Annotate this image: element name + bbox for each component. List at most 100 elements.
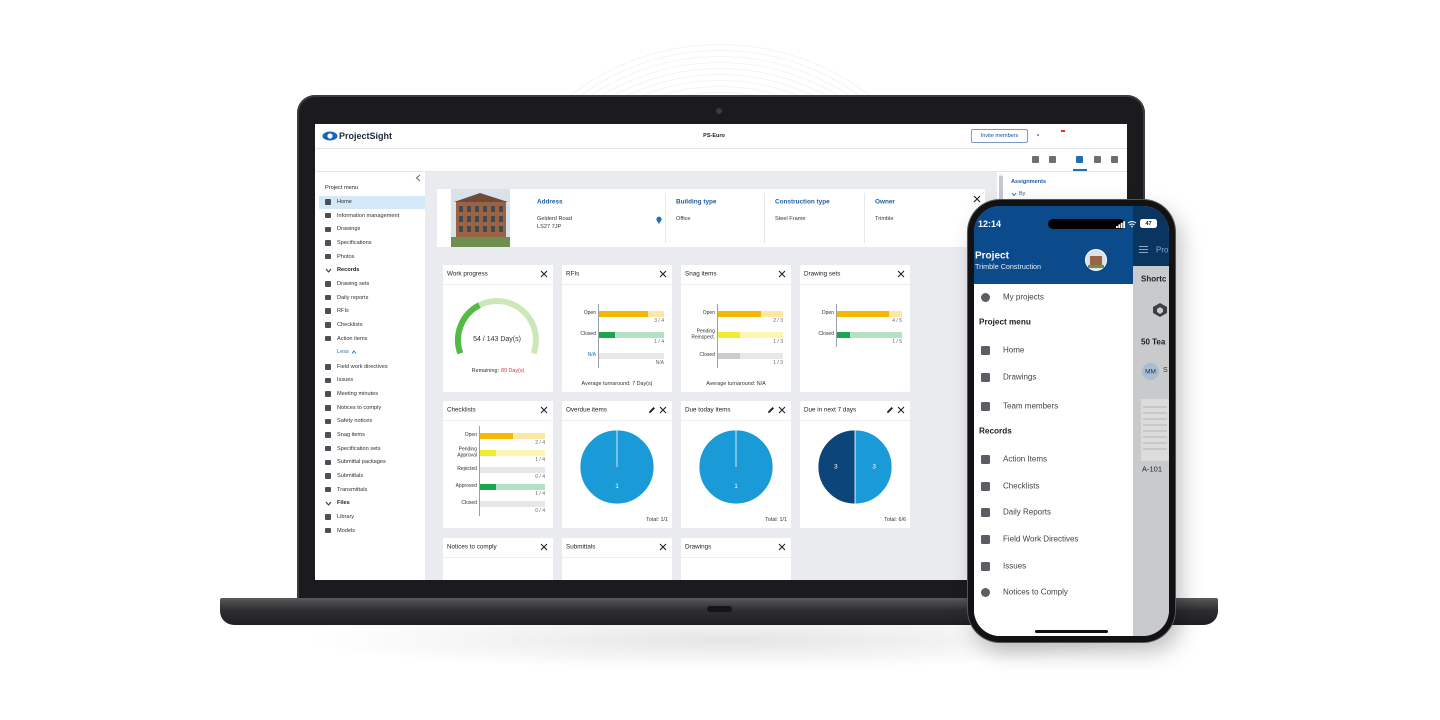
toolbar-button[interactable] — [1031, 155, 1040, 164]
widget: Work progress 54 / 143 Day(s) Remaining: 89… — [443, 265, 553, 392]
widget: Due in next 7 days 3 3 Total: 6/6 — [800, 401, 910, 528]
close-button[interactable] — [540, 270, 548, 278]
pencil-icon — [768, 407, 774, 413]
close-icon — [540, 270, 548, 278]
bar-track — [599, 353, 664, 359]
icon — [981, 587, 990, 597]
edit-button[interactable] — [886, 406, 894, 414]
sidebar-item[interactable]: Snag items — [337, 431, 365, 438]
close-button[interactable] — [897, 406, 905, 414]
menu-item[interactable]: Notices to Comply — [1003, 587, 1068, 597]
icon — [981, 481, 990, 491]
invite-button[interactable]: Invite members — [971, 129, 1028, 143]
battery-level: 47 — [1145, 220, 1152, 227]
close-button[interactable] — [778, 270, 786, 278]
close-button[interactable] — [897, 270, 905, 278]
pie: 1 — [579, 429, 655, 505]
menu-item[interactable]: Action Items — [1003, 454, 1048, 464]
bar — [480, 484, 497, 490]
sidebar-item[interactable]: Models — [337, 527, 356, 534]
toolbar-button[interactable] — [1048, 155, 1057, 164]
close-icon — [778, 406, 786, 414]
menu-button[interactable] — [1139, 246, 1148, 253]
menu-item[interactable]: Field Work Directives — [1003, 534, 1079, 544]
sidebar-item[interactable]: Information management — [337, 212, 400, 219]
window — [483, 216, 487, 222]
close-button[interactable] — [778, 543, 786, 551]
sidebar-item[interactable]: Meeting minutes — [337, 390, 379, 397]
icon — [325, 418, 331, 425]
close-button[interactable] — [540, 406, 548, 414]
edit-button[interactable] — [648, 406, 656, 414]
icon — [325, 459, 331, 466]
menu-item[interactable]: Daily Reports — [1003, 507, 1052, 517]
bar-track — [480, 484, 545, 490]
sidebar-item[interactable]: Field work directives — [337, 363, 388, 370]
sidebar-item[interactable]: Issues — [337, 377, 354, 384]
toolbar-button[interactable] — [1075, 155, 1084, 164]
menu-item[interactable]: Checklists — [1003, 481, 1040, 491]
close-button[interactable] — [659, 270, 667, 278]
project-card: Address Gelderd Road LS27 7JP Building type… — [437, 189, 985, 247]
widget: Due today items 1 Total: 1/1 — [681, 401, 791, 528]
sidebar-item[interactable]: Checklists — [337, 321, 363, 328]
building — [456, 201, 506, 239]
remaining-label: Remaining: — [471, 368, 499, 374]
pin-icon — [656, 216, 662, 224]
menu-item[interactable]: Drawings — [1003, 372, 1037, 382]
pie-slice — [579, 429, 655, 505]
sidebar-item[interactable]: Daily reports — [337, 294, 369, 301]
sidebar-item[interactable]: Home — [337, 198, 352, 205]
window — [491, 206, 495, 212]
sidebar-item[interactable]: Submittal packages — [337, 459, 386, 466]
close-icon — [540, 406, 548, 414]
sidebar-item[interactable]: Specifications — [337, 239, 372, 246]
widget-header-divider — [443, 420, 553, 421]
close-button[interactable] — [973, 195, 981, 203]
icon — [325, 281, 331, 287]
drawer-title: Project — [975, 250, 1009, 262]
icon — [325, 335, 331, 342]
member-name: S — [1163, 366, 1168, 374]
sidebar-item[interactable]: Notices to comply — [337, 404, 382, 411]
sidebar-toggle[interactable]: Less — [337, 348, 349, 355]
sidebar-item[interactable]: Transmittals — [337, 486, 368, 493]
bar-value-label: 1 / 3 — [773, 339, 783, 346]
window — [499, 206, 503, 212]
close-button[interactable] — [540, 543, 548, 551]
slice-label: 1 — [734, 483, 738, 490]
battery: 47 — [1140, 219, 1157, 228]
menu-item[interactable]: Home — [1003, 345, 1025, 355]
close-button[interactable] — [778, 406, 786, 414]
menu-item[interactable]: Issues — [1003, 561, 1027, 571]
edit-button[interactable] — [767, 406, 775, 414]
widget-header-divider — [800, 420, 910, 421]
sidebar-item[interactable]: Photos — [337, 253, 355, 260]
close-button[interactable] — [659, 543, 667, 551]
sidebar-item[interactable]: Library — [337, 513, 355, 520]
bar — [718, 311, 762, 317]
invite-button-label: Invite members — [980, 132, 1019, 139]
status-time: 12:14 — [978, 218, 1002, 229]
sidebar-item[interactable]: RFIs — [337, 307, 349, 314]
toolbar-button[interactable] — [1110, 155, 1119, 164]
sidebar-item[interactable]: Submittals — [337, 472, 364, 479]
close-icon — [897, 270, 905, 278]
bar-value-label: 1 / 4 — [535, 457, 545, 464]
toolbar-button[interactable] — [1093, 155, 1102, 164]
laptop-notch — [707, 606, 732, 612]
sidebar-item[interactable]: Action items — [337, 335, 368, 342]
sidebar-item[interactable]: Safety notices — [337, 418, 373, 425]
bar-label: N/A — [587, 352, 596, 359]
sidebar-item[interactable]: Drawings — [337, 226, 361, 233]
project-code: PS-Euro — [703, 132, 725, 139]
sidebar-item[interactable]: Drawing sets — [337, 280, 370, 287]
divider — [864, 193, 865, 243]
close-button[interactable] — [659, 406, 667, 414]
bar-label: Closed — [580, 331, 596, 338]
back-link[interactable]: My projects — [1003, 292, 1044, 302]
sidebar-item[interactable]: Specification sets — [337, 445, 381, 452]
signal-bar — [1118, 224, 1121, 228]
collapse-button[interactable] — [415, 174, 421, 182]
menu-item[interactable]: Team members — [1003, 401, 1059, 411]
